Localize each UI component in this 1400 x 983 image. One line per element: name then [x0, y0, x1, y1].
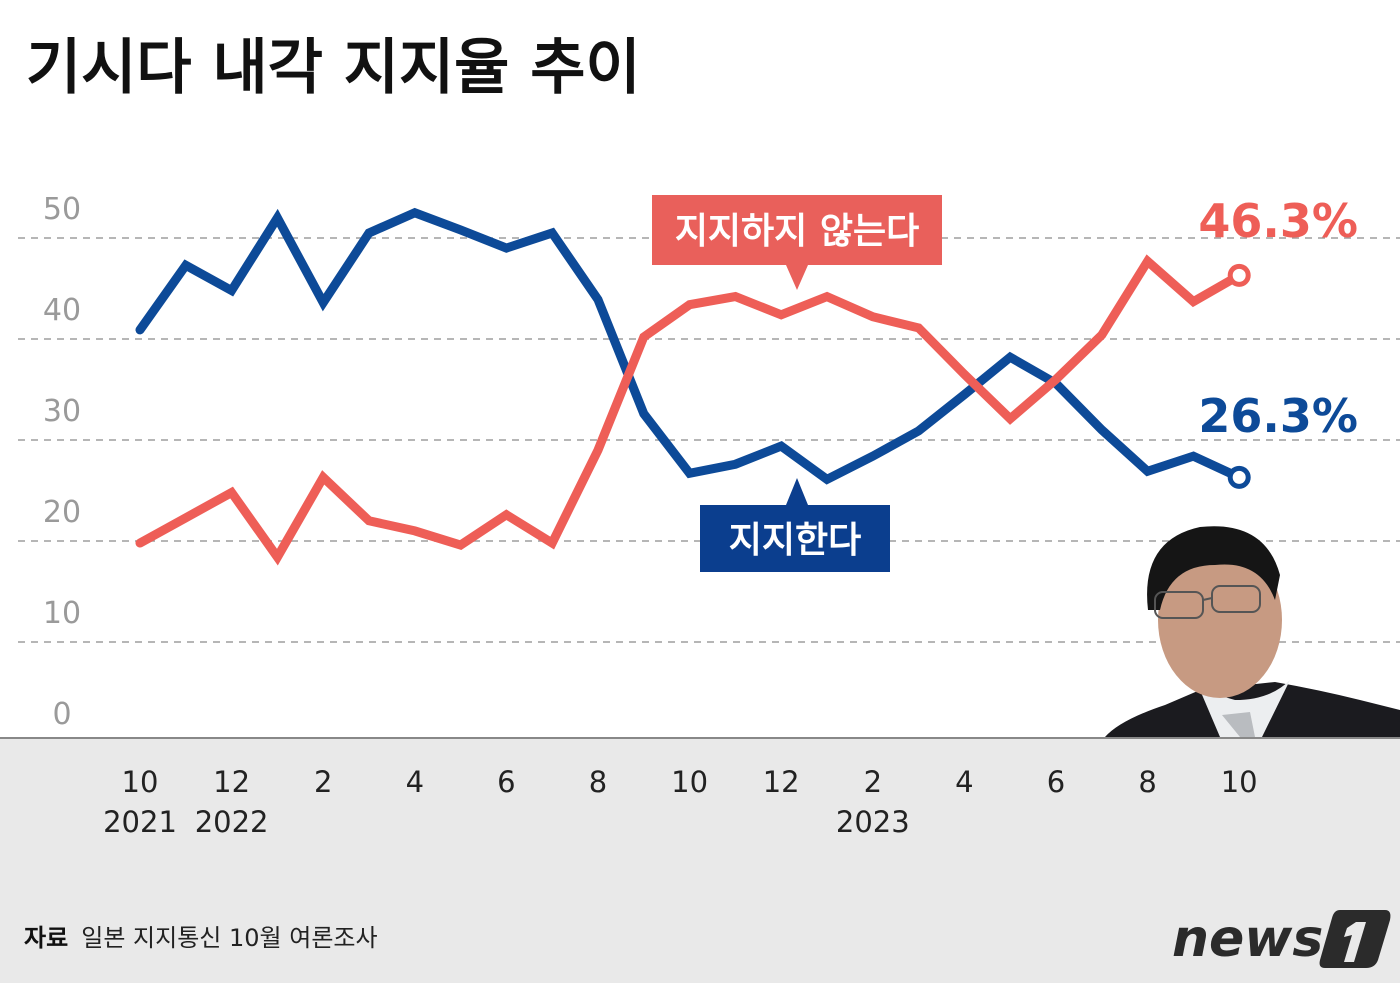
y-tick-label: 40 [43, 293, 81, 328]
news1-logo: news1 news [1172, 909, 1391, 969]
x-tick-month: 4 [406, 765, 424, 799]
data-point [1227, 263, 1251, 287]
y-tick-label: 20 [43, 495, 81, 530]
x-tick-month: 8 [589, 765, 607, 799]
x-tick-month: 10 [1221, 765, 1258, 799]
y-tick-label: 50 [43, 192, 81, 227]
series-group [135, 207, 1251, 566]
x-tick-year: 2021 [103, 805, 177, 839]
y-tick-label: 0 [52, 697, 71, 732]
x-tick-month: 2 [314, 765, 332, 799]
support-callout: 지지한다 [700, 478, 890, 572]
page-title: 기시다 내각 지지율 추이 [26, 33, 641, 103]
person-photo [1105, 526, 1400, 737]
source-note: 자료 일본 지지통신 10월 여론조사 [24, 924, 378, 952]
support-end-value: 26.3% [1198, 389, 1358, 443]
x-tick-month: 4 [955, 765, 973, 799]
y-axis: 0 10 20 30 40 50 [43, 192, 81, 732]
source-text: 일본 지지통신 10월 여론조사 [81, 924, 377, 952]
support-callout-label: 지지한다 [729, 520, 861, 561]
bottom-band [0, 738, 1400, 983]
oppose-end-value: 46.3% [1198, 194, 1358, 248]
data-point [1227, 465, 1251, 489]
x-tick-month: 12 [763, 765, 800, 799]
svg-text:news: news [1172, 909, 1323, 969]
oppose-callout: 지지하지 않는다 [652, 195, 942, 290]
x-tick-month: 6 [497, 765, 515, 799]
x-tick-month: 10 [671, 765, 708, 799]
x-tick-year: 2022 [195, 805, 269, 839]
source-label: 자료 [24, 924, 68, 952]
x-tick-month: 2 [864, 765, 882, 799]
y-tick-label: 30 [43, 394, 81, 429]
x-tick-year: 2023 [836, 805, 910, 839]
oppose-callout-label: 지지하지 않는다 [675, 211, 919, 252]
y-tick-label: 10 [43, 596, 81, 631]
x-tick-month: 8 [1138, 765, 1156, 799]
x-tick-month: 12 [213, 765, 250, 799]
x-tick-month: 10 [122, 765, 159, 799]
series-line-1 [135, 254, 1244, 566]
x-axis: 10 2021 12 2022 2 4 6 8 10 12 2 2023 4 6 8 10 [103, 765, 1258, 839]
x-tick-month: 6 [1047, 765, 1065, 799]
